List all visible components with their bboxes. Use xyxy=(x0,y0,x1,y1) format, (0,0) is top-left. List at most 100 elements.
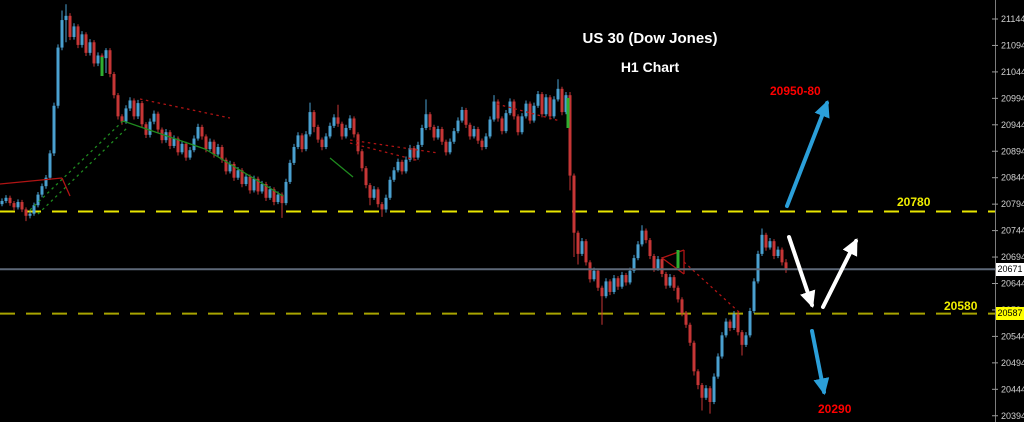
candle-body xyxy=(760,234,764,254)
candle-body xyxy=(188,150,192,158)
candle-body xyxy=(676,287,680,300)
candle-body xyxy=(276,194,280,203)
candle-body xyxy=(604,281,608,297)
candle-body xyxy=(748,311,752,336)
candle-body xyxy=(584,241,588,263)
candle-body xyxy=(100,55,104,59)
candle-body xyxy=(408,148,412,160)
candle-body xyxy=(344,127,348,137)
candle-body xyxy=(692,342,696,372)
candle-body xyxy=(608,281,612,292)
axis-tick-label: 20944 xyxy=(1001,120,1024,130)
candle-body xyxy=(264,184,268,198)
candle-body xyxy=(684,313,688,325)
candle-body xyxy=(640,230,644,245)
candle-body xyxy=(768,241,772,248)
candle-body xyxy=(32,205,36,214)
candle-body xyxy=(176,138,180,153)
candle-body xyxy=(648,240,652,256)
bounce-up-arrow xyxy=(821,238,858,309)
candle-body xyxy=(772,241,776,256)
candle-body xyxy=(656,259,660,269)
candlestick-series xyxy=(0,4,788,414)
candle-body xyxy=(600,287,604,297)
candle-body xyxy=(520,116,524,133)
candle-body xyxy=(756,253,760,282)
candle-body xyxy=(0,200,4,205)
candle-body xyxy=(580,241,584,254)
candle-body xyxy=(376,189,380,205)
candle-body xyxy=(128,100,132,109)
upper-target-label: 20950-80 xyxy=(770,84,821,98)
chart-title-block: US 30 (Dow Jones) H1 Chart xyxy=(520,31,780,74)
candle-body xyxy=(52,105,56,154)
resistance-level-label: 20780 xyxy=(897,195,931,209)
candle-body xyxy=(420,127,424,145)
axis-tick-label: 20644 xyxy=(1001,279,1024,289)
candle-body xyxy=(688,324,692,343)
green-trendline xyxy=(122,120,206,150)
candle-body xyxy=(228,163,232,172)
candle-body xyxy=(364,168,368,186)
candle-body xyxy=(36,194,40,206)
candle-body xyxy=(348,118,352,128)
green-trendline xyxy=(29,120,124,211)
price-axis[interactable]: 21144 21094 21044 20994 20944 20894 20844 20794… xyxy=(992,0,1024,422)
axis-tick-label: 20794 xyxy=(1001,199,1024,209)
candle-body xyxy=(532,105,536,121)
candle-body xyxy=(360,151,364,169)
candle-body xyxy=(272,189,276,203)
candle-body xyxy=(704,388,708,398)
candle-body xyxy=(400,161,404,172)
candle-body xyxy=(660,259,664,274)
candle-body xyxy=(48,153,52,178)
support-price-badge: 20587 xyxy=(996,307,1024,321)
candle-body xyxy=(60,20,64,48)
red-trendline xyxy=(661,257,685,275)
candle-body xyxy=(480,140,484,148)
candle-body xyxy=(732,314,736,328)
candle-body xyxy=(64,15,68,21)
candle-body xyxy=(436,129,440,138)
candle-body xyxy=(624,275,628,283)
candle-body xyxy=(776,249,780,256)
candle-body xyxy=(152,113,156,122)
candle-body xyxy=(16,202,20,208)
candle-body xyxy=(328,125,332,137)
candle-body xyxy=(744,335,748,345)
candle-body xyxy=(108,50,112,75)
chart-symbol-title: US 30 (Dow Jones) xyxy=(582,30,718,47)
support-level-label: 20580 xyxy=(944,299,978,313)
candle-body xyxy=(504,113,508,132)
red-trendline xyxy=(683,261,741,314)
candle-body xyxy=(576,232,580,254)
candle-body xyxy=(84,34,88,53)
candle-body xyxy=(668,277,672,286)
candle-body xyxy=(416,144,420,158)
candle-body xyxy=(248,176,252,191)
candle-body xyxy=(320,139,324,148)
candle-body xyxy=(56,47,60,106)
candle-body xyxy=(564,95,568,113)
candle-body xyxy=(92,42,96,64)
candle-body xyxy=(496,101,500,119)
candle-body xyxy=(476,129,480,141)
candle-body xyxy=(544,97,548,115)
candle-body xyxy=(644,230,648,241)
candle-body xyxy=(528,103,532,121)
candle-body xyxy=(428,114,432,127)
candle-body xyxy=(192,138,196,151)
pullback-down-arrow xyxy=(787,235,816,309)
candle-body xyxy=(612,278,616,292)
breakdown-down-arrow xyxy=(810,329,830,396)
candle-body xyxy=(336,117,340,124)
candle-body xyxy=(352,118,356,135)
axis-tick-label: 20394 xyxy=(1001,411,1024,421)
candle-body xyxy=(780,249,784,263)
candle-body xyxy=(680,299,684,314)
candle-body xyxy=(268,189,272,198)
axis-tick-label: 20994 xyxy=(1001,93,1024,103)
candle-body xyxy=(68,15,72,37)
candle-body xyxy=(460,109,464,121)
